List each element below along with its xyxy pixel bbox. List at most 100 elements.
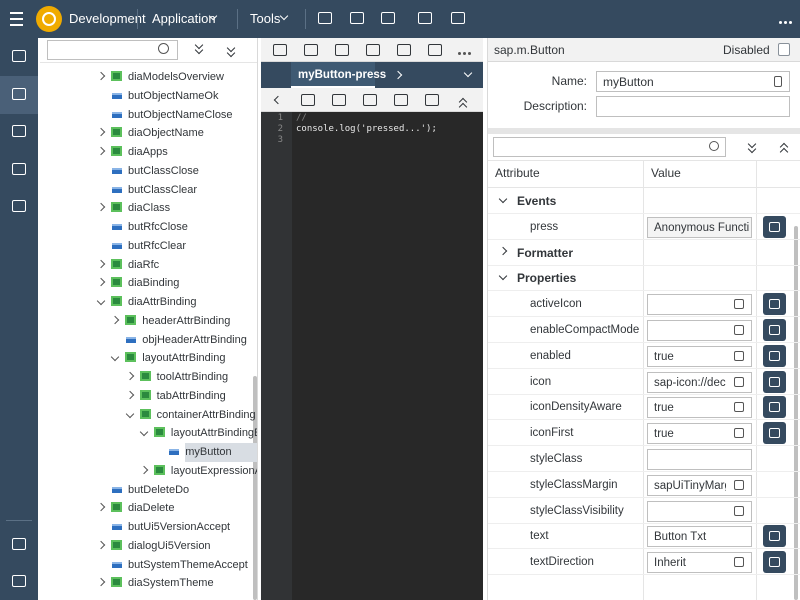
value-input[interactable]: Button Txt [647, 526, 752, 548]
tree-node-label[interactable]: butObjectNameClose [128, 108, 233, 121]
tree-node-label[interactable]: diaAttrBinding [128, 296, 197, 308]
chevron[interactable] [111, 353, 120, 362]
icon-button[interactable] [335, 44, 349, 56]
tree-node-label[interactable]: diaModelsOverview [128, 71, 224, 83]
chevron[interactable] [96, 128, 106, 137]
tree-node-label[interactable]: butSystemThemeAccept [128, 558, 248, 571]
chevron[interactable] [779, 147, 789, 157]
chevron[interactable] [96, 146, 106, 156]
icon-button[interactable] [769, 221, 780, 232]
icon-button[interactable] [158, 43, 169, 54]
icon-button[interactable] [12, 538, 26, 550]
icon-button[interactable] [12, 125, 26, 137]
menu[interactable]: Application [152, 11, 216, 26]
action-button[interactable] [763, 370, 786, 393]
icon-button[interactable] [366, 44, 380, 56]
tree-node-label[interactable]: diaBinding [128, 277, 180, 290]
tree-node-label[interactable]: diaRfc [128, 258, 160, 271]
chevron[interactable] [111, 315, 120, 324]
icon-button[interactable] [304, 44, 318, 56]
tree-node-label[interactable]: dialogUi5Version [128, 539, 211, 552]
group-name[interactable]: Formatter [517, 245, 574, 260]
icon-button[interactable] [734, 479, 744, 490]
tree-node-label[interactable]: layoutAttrBinding [142, 352, 226, 365]
chevron[interactable] [498, 246, 508, 255]
action-button[interactable] [763, 551, 786, 574]
action-button[interactable] [763, 344, 786, 367]
tree-node-label[interactable]: diaClass [128, 202, 171, 215]
value-input[interactable]: sapUiTinyMarg [647, 474, 752, 496]
tree-node-label[interactable]: diaApps [128, 146, 168, 158]
chevron[interactable] [139, 465, 149, 474]
icon-button[interactable] [734, 299, 744, 310]
icon-button[interactable] [318, 12, 332, 24]
tree-node-label[interactable]: diaDelete [128, 502, 175, 515]
icon-button[interactable] [709, 141, 719, 151]
icon-button[interactable] [734, 350, 744, 361]
chevron[interactable] [498, 194, 508, 204]
icon-button[interactable] [273, 44, 287, 56]
value-input[interactable]: true [647, 423, 752, 445]
icon-button[interactable] [397, 44, 411, 56]
tab-label[interactable]: myButton-press [298, 69, 387, 81]
chevron[interactable] [279, 11, 289, 21]
tree-node-label[interactable]: myButton [185, 446, 232, 458]
icon-button[interactable] [769, 350, 780, 361]
chevron[interactable] [96, 503, 106, 512]
chevron[interactable] [96, 540, 106, 549]
icon-button[interactable] [769, 428, 780, 439]
value-input[interactable]: true [647, 397, 752, 419]
overflow-dot[interactable] [779, 21, 782, 24]
chevron[interactable] [96, 203, 106, 212]
chevron[interactable] [747, 144, 757, 154]
disabled-checkbox[interactable] [778, 43, 790, 56]
tree-node-label[interactable]: diaSystemTheme [128, 577, 214, 590]
tree-node-label[interactable]: butDeleteDo [128, 483, 190, 496]
chevron[interactable] [498, 272, 508, 281]
value-input[interactable]: Inherit [647, 552, 752, 574]
icon-button[interactable] [734, 325, 744, 335]
tree-search[interactable] [47, 40, 178, 60]
chevron[interactable] [125, 409, 134, 418]
menu-icon[interactable] [10, 12, 23, 14]
tree-node-label[interactable]: butRfcClose [128, 221, 188, 233]
action-button[interactable] [763, 396, 786, 419]
action-button[interactable] [763, 215, 786, 238]
tree-node-label[interactable]: butClassClear [128, 183, 198, 196]
menu-icon[interactable] [10, 24, 23, 26]
tree-node-label[interactable]: layoutExpressionA [170, 464, 258, 477]
icon-button[interactable] [774, 76, 782, 87]
chevron[interactable] [96, 578, 106, 587]
tree-node-label[interactable]: layoutAttrBindingE [170, 427, 258, 440]
chevron[interactable] [96, 278, 106, 287]
chevron[interactable] [194, 45, 204, 55]
value-input[interactable] [647, 500, 752, 522]
icon-button[interactable] [12, 163, 26, 175]
tree-node-label[interactable]: headerAttrBinding [142, 314, 231, 327]
tree-node-label[interactable]: butUi5VersionAccept [128, 521, 231, 533]
icon-button[interactable] [394, 94, 408, 106]
group-name[interactable]: Properties [517, 271, 577, 286]
action-button[interactable] [763, 293, 786, 316]
menu[interactable]: Tools [250, 11, 281, 26]
chevron[interactable] [139, 428, 149, 437]
icon-button[interactable] [769, 325, 780, 335]
chevron[interactable] [96, 259, 106, 268]
value-input[interactable]: true [647, 345, 752, 367]
icon-button[interactable] [769, 376, 780, 387]
tree-node-label[interactable]: butRfcClear [128, 239, 187, 252]
tree-node-label[interactable]: objHeaderAttrBinding [142, 333, 247, 346]
chevron[interactable] [96, 71, 106, 81]
action-button[interactable] [763, 319, 786, 341]
icon-button[interactable] [734, 376, 744, 387]
icon-button[interactable] [301, 94, 315, 106]
icon-button[interactable] [734, 402, 744, 413]
icon-button[interactable] [381, 12, 395, 24]
action-button[interactable] [763, 525, 786, 548]
icon-button[interactable] [12, 200, 26, 212]
icon-button[interactable] [428, 44, 442, 56]
icon-button[interactable] [769, 557, 780, 568]
icon-button[interactable] [12, 88, 26, 100]
value-input[interactable] [647, 294, 752, 316]
icon-button[interactable] [769, 299, 780, 310]
